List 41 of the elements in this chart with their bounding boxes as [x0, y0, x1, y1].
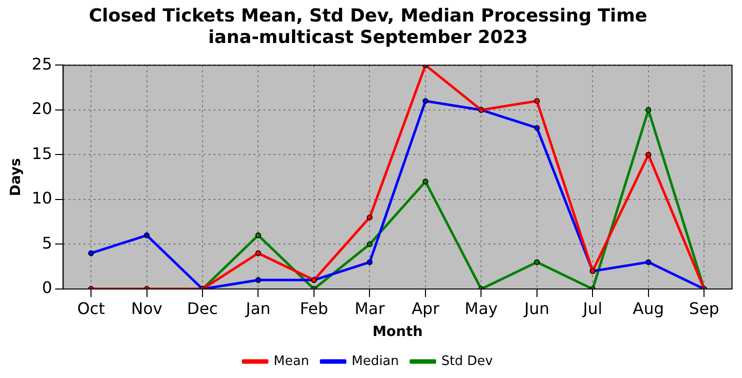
y-tick-label: 10	[32, 188, 52, 208]
point	[88, 250, 94, 256]
x-tick-label: Aug	[632, 298, 664, 318]
x-tick-label: Mar	[354, 298, 386, 318]
point	[534, 259, 540, 266]
x-tick-label: Jul	[582, 298, 602, 318]
legend-label: Std Dev	[441, 354, 494, 369]
x-tick-label: Feb	[300, 298, 328, 318]
x-tick-label: Jan	[244, 298, 271, 318]
x-tick-label: Nov	[131, 298, 162, 318]
point	[144, 232, 150, 238]
point	[366, 259, 373, 266]
y-tick-label: 20	[32, 99, 52, 118]
chart-title: Closed Tickets Mean, Std Dev, Median Processing Time	[88, 5, 648, 26]
x-tick-label: Oct	[77, 298, 105, 318]
x-tick-label: May	[464, 298, 498, 318]
y-tick-label: 15	[32, 144, 52, 163]
chart-subtitle: iana-multicast September 2023	[208, 27, 528, 48]
point	[534, 98, 540, 104]
x-tick-label: Sep	[689, 298, 720, 318]
x-tick-label: Apr	[412, 298, 440, 318]
point	[255, 277, 262, 283]
legend-label: Median	[352, 354, 399, 369]
y-tick-label: 25	[32, 54, 52, 74]
point	[422, 178, 428, 184]
point	[645, 107, 652, 113]
x-axis-title: Month	[372, 324, 423, 340]
point	[366, 241, 373, 248]
legend-label: Mean	[274, 354, 310, 369]
point	[534, 124, 540, 131]
point	[255, 250, 262, 256]
point	[645, 152, 652, 158]
y-tick-label: 0	[42, 278, 52, 298]
point	[422, 98, 428, 104]
y-tick-label: 5	[42, 233, 52, 252]
point	[255, 232, 262, 238]
point	[366, 214, 373, 220]
x-tick-label: Dec	[187, 298, 218, 318]
point	[645, 259, 652, 266]
y-axis-title: Days	[8, 158, 24, 196]
x-tick-label: Jun	[523, 298, 550, 318]
